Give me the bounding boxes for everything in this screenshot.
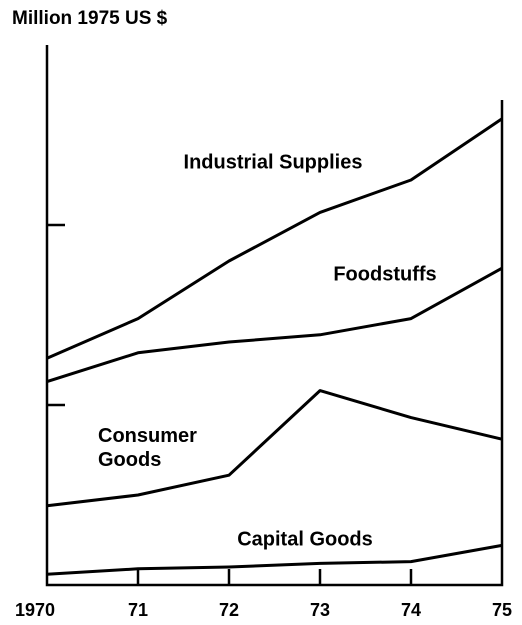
series-label: Industrial Supplies xyxy=(184,151,363,173)
series-label: Consumer Goods xyxy=(98,425,197,471)
chart-title: Million 1975 US $ xyxy=(12,8,168,29)
series-line xyxy=(46,389,503,508)
series-label: Capital Goods xyxy=(237,528,373,550)
x-tick-label: 72 xyxy=(219,600,239,620)
series-line xyxy=(46,543,503,576)
x-tick-label: 73 xyxy=(310,600,330,620)
x-tick-label: 1970 xyxy=(15,600,55,620)
axis-frame xyxy=(45,45,504,587)
x-tick-label: 74 xyxy=(401,600,421,620)
series-label: Foodstuffs xyxy=(333,263,436,285)
series-line xyxy=(46,117,503,360)
x-tick-label: 71 xyxy=(128,600,148,620)
x-tick-label: 75 xyxy=(492,600,512,620)
series-line xyxy=(46,266,503,384)
